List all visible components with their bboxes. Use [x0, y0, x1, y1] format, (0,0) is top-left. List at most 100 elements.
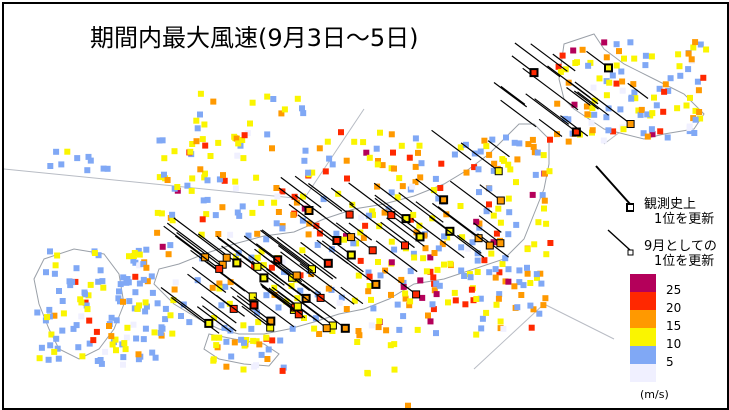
legend-bin-5 — [630, 346, 656, 364]
station-marker — [479, 315, 486, 322]
station-marker — [172, 279, 179, 286]
station-marker — [329, 161, 336, 168]
station-marker — [601, 39, 608, 46]
station-marker — [489, 136, 496, 143]
station-marker — [115, 295, 122, 302]
station-marker — [284, 269, 291, 276]
station-marker — [132, 289, 139, 296]
station-marker — [606, 79, 613, 86]
station-marker — [325, 285, 332, 292]
station-marker — [529, 136, 536, 143]
wind-arrow — [383, 269, 416, 295]
station-marker — [59, 298, 66, 304]
station-marker — [628, 95, 635, 102]
station-marker — [264, 356, 271, 362]
station-marker — [656, 85, 663, 92]
wind-arrow — [308, 183, 350, 215]
station-marker — [343, 306, 350, 312]
station-marker — [47, 163, 54, 169]
color-legend — [630, 274, 660, 386]
station-marker — [505, 278, 512, 285]
station-marker — [134, 305, 141, 312]
wind-arrow — [290, 287, 346, 329]
station-marker — [514, 156, 521, 163]
station-marker — [649, 110, 656, 117]
station-marker — [651, 94, 657, 101]
station-marker — [232, 178, 239, 185]
wind-arrow — [294, 194, 326, 218]
station-marker — [524, 270, 531, 277]
station-marker — [201, 121, 208, 128]
station-marker — [635, 107, 642, 114]
legend-record-all-time-1: 観測史上 — [644, 197, 697, 212]
station-marker — [36, 355, 43, 362]
station-marker — [231, 339, 238, 346]
station-marker — [264, 93, 271, 100]
station-marker — [400, 283, 407, 290]
station-marker — [543, 220, 550, 227]
station-marker — [210, 357, 217, 364]
station-marker — [169, 330, 176, 337]
station-marker — [93, 328, 100, 335]
wind-arrow — [574, 81, 631, 124]
station-marker — [585, 62, 592, 69]
station-marker — [54, 345, 61, 352]
station-marker — [473, 331, 480, 338]
station-marker — [271, 284, 278, 291]
wind-arrow — [566, 87, 591, 106]
station-marker — [47, 342, 54, 349]
station-marker — [495, 205, 502, 212]
station-marker — [234, 152, 241, 159]
record-station-marker — [604, 63, 613, 73]
record-station-marker — [259, 273, 269, 283]
station-marker — [281, 106, 288, 113]
station-marker — [441, 233, 448, 240]
station-marker — [120, 274, 127, 281]
wind-arrow — [374, 197, 425, 236]
station-marker — [64, 148, 71, 155]
station-marker — [47, 248, 53, 255]
station-marker — [429, 301, 436, 308]
wind-arrow — [348, 182, 392, 216]
record-station-marker — [347, 233, 356, 242]
station-marker — [216, 285, 223, 292]
station-marker — [481, 257, 488, 264]
station-marker — [77, 296, 84, 303]
station-marker — [227, 327, 234, 334]
wind-arrow — [294, 175, 343, 212]
station-marker — [513, 221, 520, 228]
station-marker — [99, 278, 106, 285]
station-marker — [447, 260, 454, 267]
station-marker — [302, 147, 309, 154]
station-marker — [457, 203, 464, 209]
station-marker — [199, 216, 206, 223]
station-marker — [204, 196, 211, 203]
station-markers — [34, 39, 710, 408]
station-marker — [488, 250, 495, 257]
station-marker — [370, 211, 376, 218]
station-marker — [474, 269, 481, 275]
station-marker — [87, 281, 94, 288]
station-marker — [309, 169, 316, 176]
record-station-marker — [496, 196, 505, 205]
station-marker — [52, 262, 59, 269]
station-marker — [165, 251, 172, 258]
station-marker — [349, 201, 356, 208]
station-marker — [232, 185, 239, 192]
station-marker — [305, 169, 312, 176]
station-marker — [38, 344, 45, 351]
wind-arrow — [300, 241, 329, 264]
station-marker — [357, 257, 364, 264]
record-station-marker — [485, 241, 494, 250]
station-marker — [486, 201, 492, 208]
station-marker — [462, 301, 469, 308]
station-marker — [473, 218, 480, 225]
station-marker — [135, 247, 142, 254]
station-marker — [356, 332, 363, 339]
station-marker — [402, 295, 409, 302]
station-marker — [235, 140, 242, 147]
station-marker — [78, 313, 85, 320]
station-marker — [249, 209, 256, 216]
station-marker — [412, 163, 419, 170]
station-marker — [156, 174, 163, 181]
